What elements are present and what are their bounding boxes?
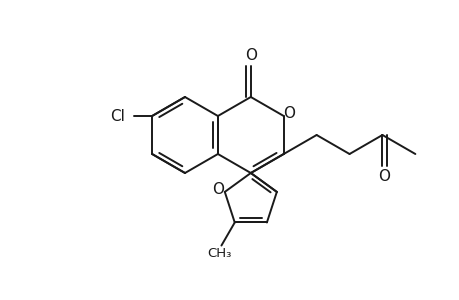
Text: O: O <box>211 182 224 197</box>
Text: O: O <box>282 106 294 121</box>
Text: CH₃: CH₃ <box>207 247 231 260</box>
Text: O: O <box>378 169 390 184</box>
Text: Cl: Cl <box>110 109 125 124</box>
Text: O: O <box>244 48 256 63</box>
